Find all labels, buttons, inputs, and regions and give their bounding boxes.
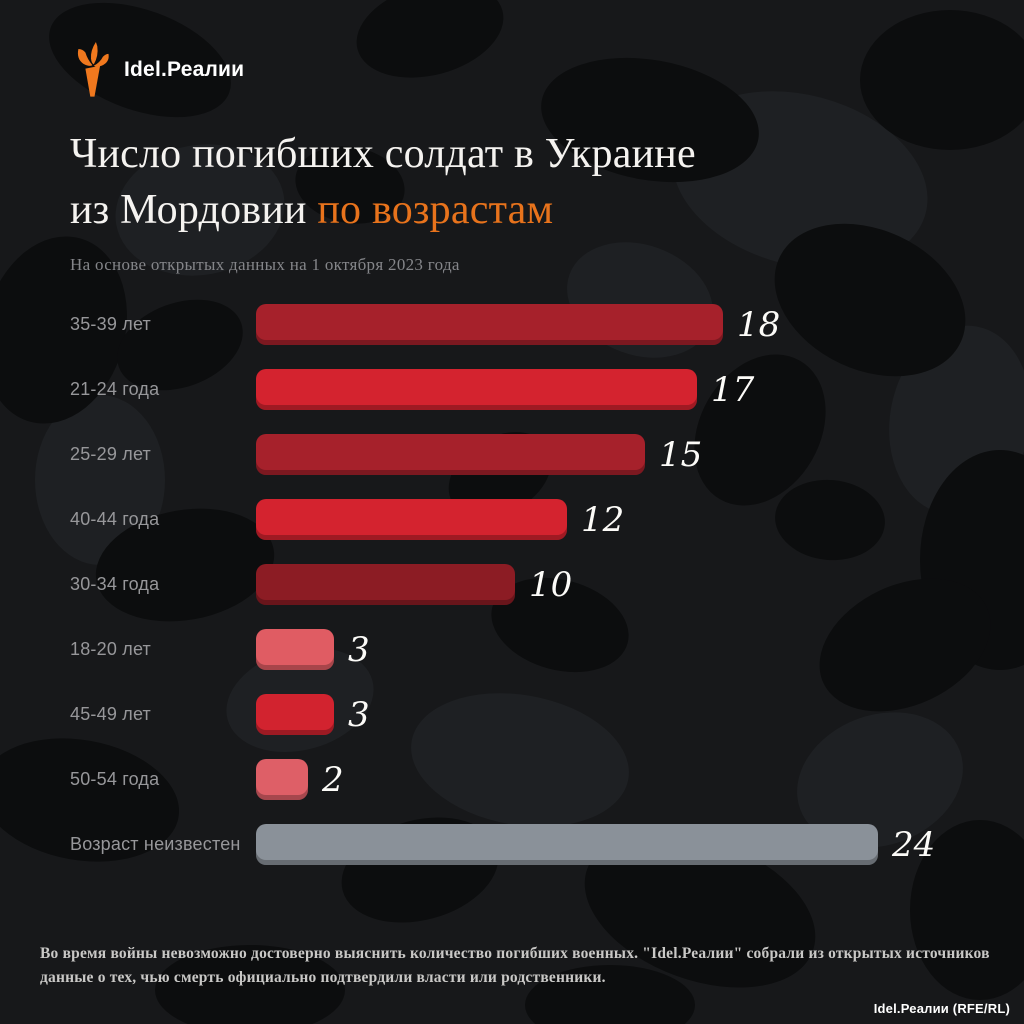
torch-icon: [70, 42, 112, 98]
bar-label: 18-20 лет: [70, 639, 151, 659]
bar: [256, 434, 645, 475]
chart-row: 40-44 года 12: [70, 487, 970, 552]
bar-value: 18: [737, 304, 781, 345]
bar: [256, 759, 308, 800]
chart-row: 30-34 года 10: [70, 552, 970, 617]
chart-row: Возраст неизвестен 24: [70, 812, 970, 877]
bar: [256, 694, 334, 735]
bar-label: Возраст неизвестен: [70, 834, 241, 854]
bar-label: 45-49 лет: [70, 704, 151, 724]
title-line1: Число погибших солдат в Украине: [70, 131, 696, 177]
bar-label: 40-44 года: [70, 509, 160, 529]
bar-label: 35-39 лет: [70, 314, 151, 334]
chart-row: 45-49 лет 3: [70, 682, 970, 747]
bar: [256, 564, 515, 605]
bar-value: 10: [529, 564, 573, 605]
bar-value: 3: [348, 694, 370, 735]
bar-label: 25-29 лет: [70, 444, 151, 464]
title-line2: из Мордовии: [70, 187, 318, 233]
bar-label: 21-24 года: [70, 379, 160, 399]
logo-text: Idel.Реалии: [124, 58, 245, 81]
chart-row: 18-20 лет 3: [70, 617, 970, 682]
chart-row: 21-24 года 17: [70, 357, 970, 422]
chart-row: 25-29 лет 15: [70, 422, 970, 487]
page-title: Число погибших солдат в Украине из Мордов…: [70, 126, 696, 238]
footer-note-line2: данные о тех, чью смерть официально подт…: [40, 969, 606, 986]
bar-value: 2: [322, 759, 344, 800]
chart-row: 50-54 года 2: [70, 747, 970, 812]
source-credit: Idel.Реалии (RFE/RL): [873, 1001, 1010, 1016]
chart-row: 35-39 лет 18: [70, 292, 970, 357]
footer-note: Во время войны невозможно достоверно выя…: [40, 942, 990, 990]
bar-value: 17: [711, 369, 755, 410]
bar: [256, 629, 334, 670]
bar-value: 3: [348, 629, 370, 670]
bar: [256, 499, 567, 540]
bar-label: 50-54 года: [70, 769, 160, 789]
bar-label: 30-34 года: [70, 574, 160, 594]
bar: [256, 824, 878, 865]
bar-value: 12: [581, 499, 625, 540]
title-accent: по возрастам: [317, 187, 554, 233]
footer-note-line1: Во время войны невозможно достоверно выя…: [40, 945, 990, 962]
chart-subtitle: На основе открытых данных на 1 октября 2…: [70, 255, 460, 274]
bar: [256, 369, 697, 410]
bar-value: 24: [892, 824, 936, 865]
bar: [256, 304, 723, 345]
brand-logo: Idel.Реалии: [70, 42, 244, 98]
bar-chart: 35-39 лет 18 21-24 года 17 25-29 лет 15 40-44 …: [70, 292, 970, 877]
bar-value: 15: [659, 434, 703, 475]
